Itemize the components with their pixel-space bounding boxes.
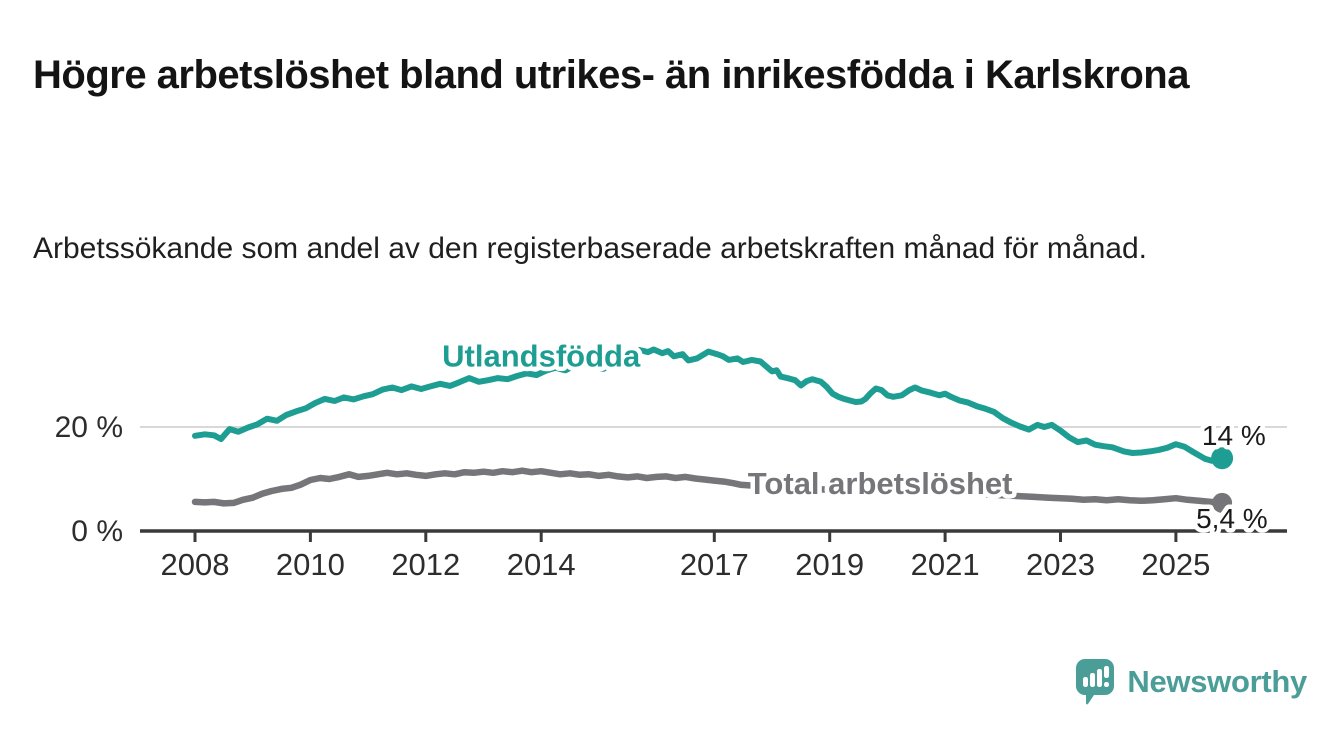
series-end-value: 5,4 %	[1196, 503, 1268, 534]
x-tick-label: 2023	[1026, 547, 1095, 582]
newsworthy-bubble-chart-icon	[1076, 659, 1115, 705]
x-tick-label: 2010	[276, 547, 345, 582]
series-label: Total arbetslöshet	[748, 466, 1013, 501]
chart-subtitle: Arbetssökande som andel av den registerb…	[33, 232, 1147, 265]
y-tick-label: 0 %	[71, 515, 123, 548]
x-tick-label: 2021	[911, 547, 980, 582]
y-tick-label: 20 %	[55, 411, 123, 444]
x-tick-label: 2019	[795, 547, 864, 582]
page-title: Högre arbetslöshet bland utrikes- än inr…	[33, 52, 1189, 97]
series-end-dot	[1212, 492, 1233, 513]
series-line	[192, 346, 1226, 464]
series-line	[191, 467, 1226, 507]
x-tick-label: 2008	[161, 547, 230, 582]
x-tick-label: 2025	[1141, 547, 1210, 582]
x-tick-label: 2012	[391, 547, 460, 582]
newsworthy-wordmark: Newsworthy	[1127, 664, 1307, 699]
series-label: Utlandsfödda	[442, 339, 641, 374]
series-end-value: 14 %	[1202, 420, 1266, 451]
x-tick-label: 2017	[680, 547, 749, 582]
series-end-dot	[1211, 447, 1234, 470]
x-tick-label: 2014	[507, 547, 576, 582]
newsworthy-logo: Newsworthy	[1075, 658, 1307, 706]
